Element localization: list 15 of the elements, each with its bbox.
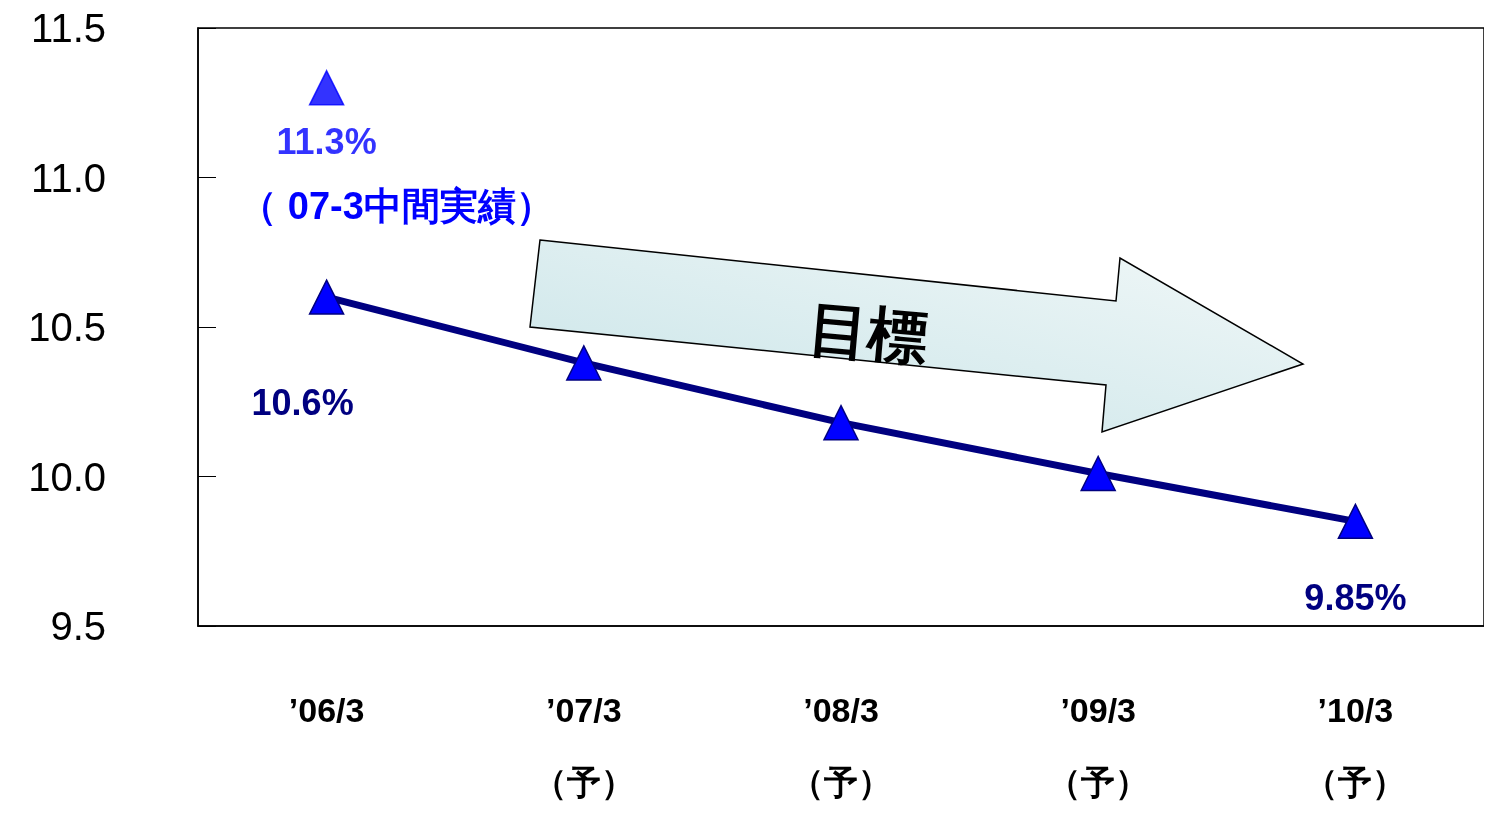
data-label: 10.6% [251, 382, 354, 424]
x-tick-label: ’06/3 [288, 691, 365, 729]
y-tick-label: 11.5 [31, 6, 106, 50]
data-label: 9.85% [1304, 576, 1407, 618]
annotation: 目標 [804, 291, 932, 376]
y-tick-label: 9.5 [50, 604, 106, 648]
y-tick-label: 10.5 [28, 305, 106, 349]
y-tick-label: 10.0 [28, 454, 106, 499]
data-label: 11.3% [276, 121, 377, 163]
x-tick-label: ’07/3 （予） [532, 691, 635, 801]
y-tick-label: 11.0 [31, 155, 106, 200]
x-tick-label: ’10/3 （予） [1304, 691, 1407, 801]
x-tick-label: ’09/3 （予） [1047, 691, 1150, 801]
x-tick-label: ’08/3 （予） [790, 691, 892, 801]
annotation: （ 07-3中間実績） [239, 184, 554, 227]
